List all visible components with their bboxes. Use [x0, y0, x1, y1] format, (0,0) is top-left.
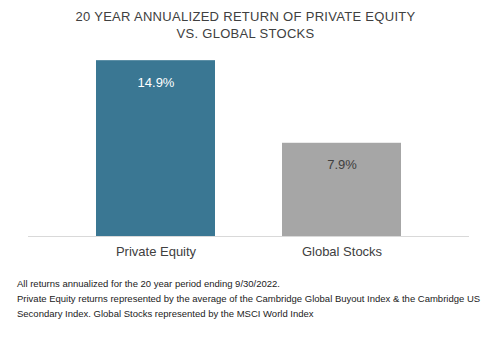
html-text:20 YEAR ANNUALIZED RETURN OF P: 20 YEAR ANNUALIZED RETURN OF PRIVATE EQU…	[75, 9, 416, 24]
html-text:Private Equity returns represe: Private Equity returns represented by th…	[17, 293, 481, 319]
svg-text:7.9%: 7.9%	[327, 157, 357, 172]
svg-text:Global Stocks: Global Stocks	[302, 244, 383, 259]
svg-text:Private Equity: Private Equity	[116, 244, 197, 259]
html-text:VS. GLOBAL STOCKS: VS. GLOBAL STOCKS	[176, 26, 315, 41]
html-text:All returns annualized for the: All returns annualized for the 20 year p…	[17, 278, 280, 289]
svg-text:14.9%: 14.9%	[138, 75, 175, 90]
